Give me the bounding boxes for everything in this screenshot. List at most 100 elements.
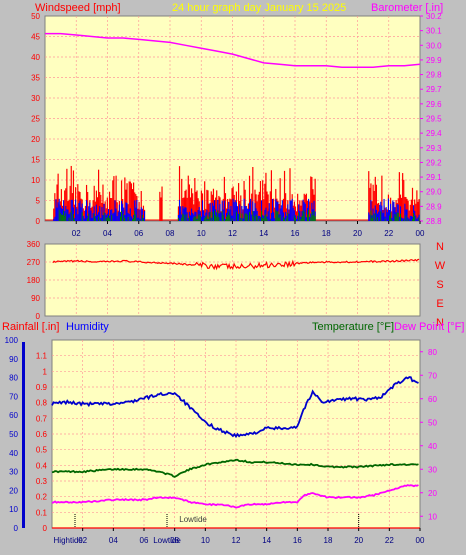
direction-tick-label: 180 bbox=[27, 276, 41, 285]
temp-humidity-gridlines bbox=[52, 340, 420, 528]
barometer-tick-label: 30.1 bbox=[426, 27, 442, 36]
compass-label: W bbox=[435, 260, 446, 272]
temperature-tick-label: 10 bbox=[428, 512, 437, 521]
windspeed-tick-label: 20 bbox=[31, 135, 40, 144]
humidity-series bbox=[51, 376, 419, 439]
rainfall-tick-label: 1 bbox=[43, 367, 48, 376]
hour-tick-label: 06 bbox=[134, 229, 143, 238]
hour-tick-label: 18 bbox=[324, 536, 333, 545]
humidity-tick-label: 0 bbox=[14, 524, 19, 533]
barometer-tick-label: 29.9 bbox=[426, 56, 442, 65]
humidity-tick-label: 10 bbox=[9, 505, 18, 514]
compass-label: E bbox=[436, 298, 443, 310]
hour-tick-label: 16 bbox=[293, 536, 302, 545]
humidity-tick-label: 30 bbox=[9, 468, 18, 477]
windspeed-tick-label: 50 bbox=[31, 12, 40, 21]
hour-tick-label: 08 bbox=[166, 229, 175, 238]
hour-tick-label: 10 bbox=[201, 536, 210, 545]
rainfall-tick-label: 0.5 bbox=[36, 446, 48, 455]
dewpoint-axis-title: Dew Point [°F] bbox=[394, 321, 464, 333]
humidity-tick-label: 20 bbox=[9, 486, 18, 495]
windspeed-tick-label: 5 bbox=[36, 197, 41, 206]
hour-tick-label: 14 bbox=[259, 229, 268, 238]
hour-tick-label: 08 bbox=[170, 536, 179, 545]
wind-direction-degree-ticks: 0 90 180 270 360 bbox=[27, 240, 41, 321]
hour-tick-label: 00 bbox=[416, 229, 425, 238]
barometer-tick-label: 29.2 bbox=[426, 158, 442, 167]
hour-tick-label: 16 bbox=[291, 229, 300, 238]
barometer-tick-label: 29.3 bbox=[426, 144, 442, 153]
hour-tick-label: 14 bbox=[262, 536, 271, 545]
rainfall-axis-title: Rainfall [.in] bbox=[2, 321, 59, 333]
wind-direction-series bbox=[52, 258, 420, 271]
rainfall-tick-label: 0.3 bbox=[36, 477, 48, 486]
hour-tick-label: 22 bbox=[384, 229, 393, 238]
hour-tick-label: 04 bbox=[103, 229, 112, 238]
windspeed-tick-label: 15 bbox=[31, 156, 40, 165]
hour-tick-label: 10 bbox=[197, 229, 206, 238]
rainfall-tick-label: 0.7 bbox=[36, 414, 48, 423]
temperature-tick-label: 60 bbox=[428, 395, 437, 404]
barometer-axis-title: Barometer [.in] bbox=[371, 2, 443, 14]
temperature-series bbox=[51, 458, 419, 478]
humidity-scale-bar bbox=[22, 342, 25, 528]
temperature-tick-label: 40 bbox=[428, 442, 437, 451]
windspeed-tick-label: 30 bbox=[31, 94, 40, 103]
direction-tick-label: 0 bbox=[36, 312, 41, 321]
barometer-tick-label: 29.1 bbox=[426, 173, 442, 182]
rainfall-tick-label: 0.4 bbox=[36, 461, 48, 470]
compass-label: N bbox=[436, 241, 444, 253]
hour-tick-label: 12 bbox=[228, 229, 237, 238]
rainfall-tick-label: 0.1 bbox=[36, 508, 48, 517]
windspeed-axis-ticks: 0 5 10 15 20 25 30 35 40 45 50 bbox=[31, 12, 40, 226]
barometer-tick-label: 28.8 bbox=[426, 217, 442, 226]
tide-label: Lowtide bbox=[179, 515, 207, 524]
rainfall-tick-label: 0.8 bbox=[36, 399, 48, 408]
barometer-axis-ticks: 28.8 28.9 29.0 29.1 29.2 29.3 29.4 29.5 29.6 29.7… bbox=[420, 12, 442, 226]
tide-label: Lowtide bbox=[153, 536, 181, 545]
windspeed-tick-label: 0 bbox=[36, 217, 41, 226]
humidity-tick-label: 60 bbox=[9, 411, 18, 420]
wind-baro-hour-ticks: 02 04 06 08 10 12 14 16 18 20 22 00 bbox=[72, 221, 425, 238]
windspeed-tick-label: 35 bbox=[31, 74, 40, 83]
hour-tick-label: 20 bbox=[354, 536, 363, 545]
temperature-tick-label: 50 bbox=[428, 418, 437, 427]
humidity-axis-title: Humidity bbox=[66, 321, 109, 333]
compass-label: S bbox=[436, 279, 443, 291]
windspeed-axis-title: Windspeed [mph] bbox=[35, 2, 121, 14]
hour-tick-label: 04 bbox=[109, 536, 118, 545]
rainfall-tick-label: 0 bbox=[43, 524, 48, 533]
hour-tick-label: 06 bbox=[140, 536, 149, 545]
rainfall-tick-label: 0.9 bbox=[36, 383, 48, 392]
temp-humidity-hour-ticks: 02 04 06 08 10 12 14 16 18 20 22 00 Hightide Lowtide bbox=[54, 528, 425, 545]
hour-tick-label: 20 bbox=[353, 229, 362, 238]
windspeed-tick-label: 10 bbox=[31, 176, 40, 185]
temperature-axis-ticks: 10 20 30 40 50 60 70 80 bbox=[420, 348, 437, 521]
tide-markers: Lowtide bbox=[74, 514, 360, 528]
graph-title: 24 hour graph day January 15 2025 bbox=[172, 2, 346, 14]
humidity-tick-label: 40 bbox=[9, 449, 18, 458]
temperature-tick-label: 30 bbox=[428, 465, 437, 474]
rainfall-axis-ticks: 0 0.1 0.2 0.3 0.4 0.5 0.6 0.7 0.8 0.9 1 1.1 bbox=[36, 352, 48, 533]
hour-tick-label: 22 bbox=[385, 536, 394, 545]
hour-tick-label: 00 bbox=[416, 536, 425, 545]
barometer-series bbox=[45, 32, 421, 68]
temperature-axis-title: Temperature [°F] bbox=[312, 321, 394, 333]
windspeed-series bbox=[45, 165, 420, 221]
humidity-tick-label: 100 bbox=[5, 336, 19, 345]
temperature-tick-label: 20 bbox=[428, 489, 437, 498]
temperature-tick-label: 70 bbox=[428, 371, 437, 380]
humidity-tick-label: 70 bbox=[9, 392, 18, 401]
humidity-axis-ticks: 0 10 20 30 40 50 60 70 80 90 100 bbox=[5, 336, 19, 533]
windspeed-tick-label: 40 bbox=[31, 53, 40, 62]
windspeed-tick-label: 45 bbox=[31, 33, 40, 42]
barometer-tick-label: 30.0 bbox=[426, 41, 442, 50]
wind-baro-gridlines bbox=[45, 16, 420, 221]
hour-tick-label: 18 bbox=[322, 229, 331, 238]
rainfall-tick-label: 0.2 bbox=[36, 493, 48, 502]
barometer-tick-label: 29.8 bbox=[426, 71, 442, 80]
barometer-tick-label: 29.5 bbox=[426, 115, 442, 124]
temperature-tick-label: 80 bbox=[428, 348, 437, 357]
